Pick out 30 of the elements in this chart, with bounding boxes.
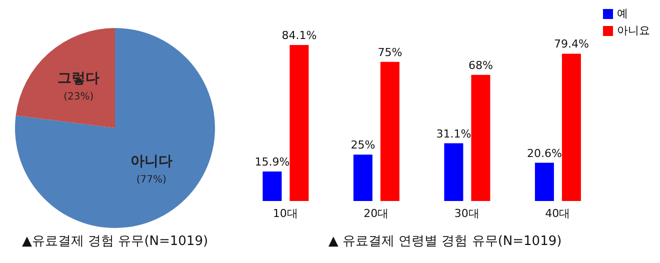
text: ▲유료결제 경험 유무(N=1019) bbox=[20, 233, 210, 250]
data-label: 84.1% bbox=[282, 29, 317, 42]
bar bbox=[353, 154, 372, 201]
bar bbox=[290, 45, 309, 201]
data-label: 31.1% bbox=[436, 127, 472, 140]
bar bbox=[380, 62, 400, 201]
data-label: 79.4% bbox=[554, 38, 589, 51]
pie-slice bbox=[16, 28, 115, 128]
bar bbox=[262, 172, 282, 201]
legend-label: 아니요 bbox=[617, 23, 650, 38]
slice-label: 아니다 bbox=[130, 153, 172, 170]
data-label: 25% bbox=[350, 138, 376, 152]
bar bbox=[562, 54, 581, 201]
bar bbox=[471, 74, 490, 201]
x-tick-label: 30대 bbox=[454, 206, 480, 220]
bar bbox=[534, 162, 554, 201]
x-tick-label: 10대 bbox=[272, 206, 298, 220]
legend-label: 예 bbox=[617, 6, 628, 21]
bar bbox=[444, 143, 464, 201]
x-tick-label: 40대 bbox=[545, 206, 570, 220]
data-label: (77%) bbox=[136, 174, 166, 186]
pie-slice bbox=[15, 28, 215, 228]
data-label: 20.6% bbox=[526, 146, 562, 160]
x-tick-label: 20대 bbox=[364, 206, 389, 220]
data-label: 75% bbox=[378, 46, 402, 59]
data-label: (23%) bbox=[64, 92, 94, 103]
data-label: 15.9% bbox=[254, 156, 290, 169]
text: ▲ 유료결제 연령별 경험 유무(N=1019) bbox=[327, 233, 563, 250]
data-label: 68% bbox=[468, 58, 493, 72]
slice-label: 그렇다 bbox=[58, 70, 100, 87]
